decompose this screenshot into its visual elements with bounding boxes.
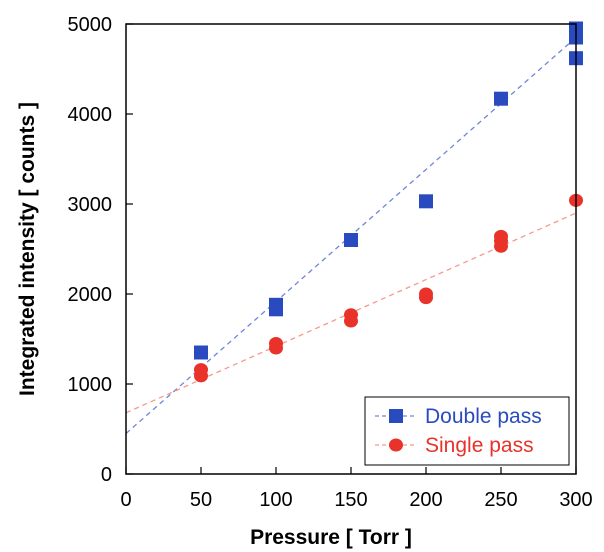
data-point-double-pass xyxy=(419,194,433,209)
data-point-single-pass xyxy=(494,229,508,243)
axis-ticks xyxy=(125,23,577,475)
x-tick-label: 150 xyxy=(334,489,367,511)
y-tick-label: 5000 xyxy=(68,14,113,36)
legend-marker xyxy=(389,409,403,423)
y-tick-label: 0 xyxy=(101,464,112,486)
data-point-double-pass xyxy=(269,297,283,312)
data-point-double-pass xyxy=(194,345,208,360)
data-points xyxy=(194,21,583,383)
data-point-double-pass xyxy=(494,91,508,106)
y-axis-title: Integrated intensity [ counts ] xyxy=(16,102,39,396)
data-point-single-pass xyxy=(194,363,208,377)
legend: Double pass Single pass xyxy=(364,396,570,466)
data-point-single-pass xyxy=(269,337,283,350)
y-tick-label: 3000 xyxy=(68,194,113,216)
x-tick-label: 300 xyxy=(559,489,592,511)
y-tick-label: 2000 xyxy=(68,284,113,306)
legend-box xyxy=(364,396,570,466)
x-tick-label: 200 xyxy=(409,489,442,511)
x-tick-label: 250 xyxy=(484,489,517,511)
x-axis-title: Pressure [ Torr ] xyxy=(250,526,412,549)
x-tick-label: 50 xyxy=(190,489,212,511)
legend-items: Double pass Single pass xyxy=(375,405,542,457)
legend-label: Double pass xyxy=(425,405,542,428)
legend-marker xyxy=(389,438,403,452)
data-point-double-pass xyxy=(344,233,358,247)
data-point-single-pass xyxy=(419,287,433,301)
y-tick-label: 4000 xyxy=(68,104,113,126)
x-tick-label: 100 xyxy=(259,489,292,511)
legend-label: Single pass xyxy=(425,434,534,457)
data-point-single-pass xyxy=(344,308,358,322)
x-tick-label: 0 xyxy=(120,489,131,511)
y-tick-label: 1000 xyxy=(68,374,113,396)
